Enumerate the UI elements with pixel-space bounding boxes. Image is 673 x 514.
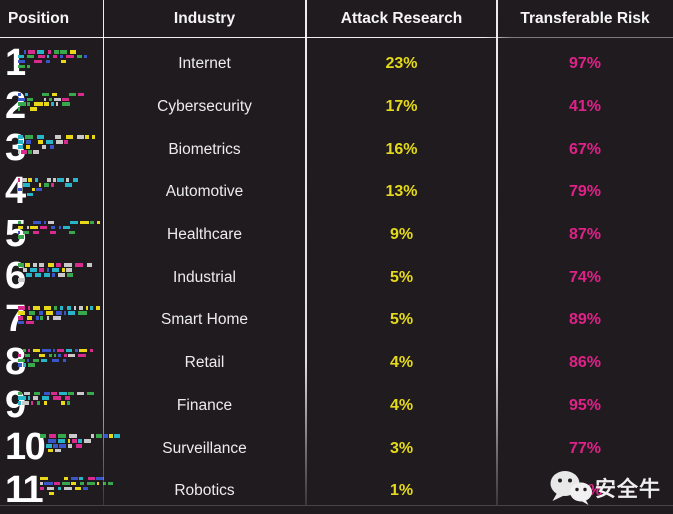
industry-label: Internet — [178, 55, 231, 73]
column-divider-line — [102, 0, 105, 505]
position-cell: 11 — [0, 468, 114, 513]
transferable-risk-value: 86% — [568, 354, 602, 372]
industry-label: Healthcare — [167, 226, 242, 244]
glitch-art-decoration — [40, 476, 122, 497]
column-header-position: Position — [8, 9, 70, 27]
column-header-transferable-risk: Transferable Risk — [520, 9, 650, 27]
position-cell: 9 — [0, 385, 103, 428]
attack-research-value: 4% — [389, 354, 414, 372]
table-body: 1 Internet 23% 97% 2 Cybersecurity 17% 4… — [0, 38, 673, 513]
position-cell: 2 — [0, 86, 103, 129]
position-number: 1 — [5, 42, 26, 84]
table-row: 7 Smart Home 5% 89% — [0, 299, 673, 342]
attack-research-value: 9% — [389, 226, 414, 244]
transferable-risk-value: 77% — [568, 439, 602, 457]
attack-research-value: 4% — [389, 396, 414, 414]
glitch-art-decoration — [18, 220, 100, 241]
industry-label: Finance — [176, 396, 233, 414]
table-row: 9 Finance 4% 95% — [0, 385, 673, 428]
attack-research-value: 1% — [389, 482, 414, 500]
table-bottom-line — [0, 505, 673, 506]
table-row: 2 Cybersecurity 17% 41% — [0, 86, 673, 129]
wechat-icon — [550, 471, 592, 505]
transferable-risk-value: 79% — [568, 183, 602, 201]
attack-research-value: 23% — [385, 55, 418, 73]
transferable-risk-value: 67% — [568, 140, 602, 158]
position-cell: 6 — [0, 256, 103, 299]
transferable-risk-value: 97% — [568, 55, 602, 73]
table-row: 1 Internet 23% 97% — [0, 43, 673, 86]
glitch-art-decoration — [18, 178, 100, 198]
glitch-art-decoration — [18, 50, 100, 70]
glitch-art-decoration — [18, 263, 100, 283]
glitch-art-decoration — [18, 306, 100, 326]
table-row: 11 Robotics 1% % — [0, 470, 673, 513]
table-row: 10 Surveillance 3% 77% — [0, 427, 673, 470]
industry-label: Surveillance — [162, 439, 247, 457]
position-cell: 5 — [0, 214, 103, 257]
attack-research-value: 3% — [389, 439, 414, 457]
position-cell: 1 — [0, 43, 103, 86]
column-divider-line — [305, 0, 307, 505]
transferable-risk-value: 95% — [568, 396, 602, 414]
position-cell: 7 — [0, 299, 103, 342]
attack-research-value: 17% — [385, 98, 418, 116]
glitch-art-decoration — [18, 92, 100, 113]
industry-label: Smart Home — [161, 311, 248, 329]
table-row: 6 Industrial 5% 74% — [0, 256, 673, 299]
attack-research-value: 5% — [389, 311, 414, 329]
industry-label: Biometrics — [168, 140, 241, 158]
attack-research-value: 16% — [385, 140, 418, 158]
position-cell: 4 — [0, 171, 103, 214]
industry-label: Robotics — [174, 482, 235, 500]
column-header-industry: Industry — [173, 9, 236, 27]
header-divider-line — [0, 36, 673, 39]
position-cell: 10 — [0, 426, 122, 470]
position-number: 4 — [5, 170, 26, 213]
glitch-art-decoration — [18, 348, 100, 369]
position-number: 8 — [5, 340, 26, 383]
table-row: 5 Healthcare 9% 87% — [0, 214, 673, 257]
table-row: 3 Biometrics 16% 67% — [0, 128, 673, 171]
table-row: 4 Automotive 13% 79% — [0, 171, 673, 214]
glitch-art-decoration — [18, 135, 100, 155]
attack-research-value: 5% — [389, 268, 414, 286]
column-divider-line — [496, 0, 498, 505]
attack-research-value: 13% — [385, 183, 418, 201]
glitch-art-decoration — [40, 434, 122, 454]
column-header-attack-research: Attack Research — [340, 9, 463, 27]
watermark-label: 安全牛 — [595, 478, 661, 501]
position-number: 10 — [5, 426, 46, 469]
watermark: 安全牛 — [548, 470, 661, 506]
industry-label: Industrial — [173, 268, 236, 286]
position-cell: 3 — [0, 128, 103, 171]
transferable-risk-value: 87% — [568, 226, 602, 244]
table-row: 8 Retail 4% 86% — [0, 342, 673, 385]
transferable-risk-value: 74% — [568, 268, 602, 286]
position-number: 11 — [5, 468, 44, 511]
transferable-risk-value: 89% — [568, 311, 602, 329]
industry-label: Retail — [184, 354, 225, 372]
glitch-art-decoration — [18, 391, 100, 412]
industry-label: Automotive — [165, 183, 244, 201]
industry-label: Cybersecurity — [157, 98, 252, 116]
transferable-risk-value: 41% — [568, 98, 602, 116]
table-header-row: Position Industry Attack Research Transf… — [0, 0, 673, 37]
position-cell: 8 — [0, 342, 103, 385]
